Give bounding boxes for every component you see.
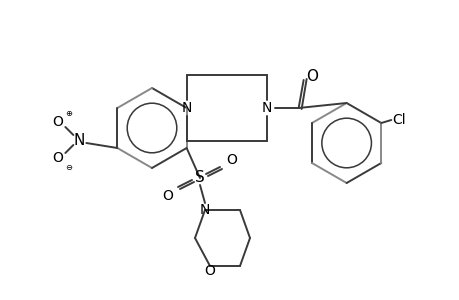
Text: N: N xyxy=(181,101,191,115)
Text: O: O xyxy=(305,68,317,83)
Text: O: O xyxy=(204,264,215,278)
Text: S: S xyxy=(195,170,204,185)
Text: N: N xyxy=(73,133,85,148)
Text: N: N xyxy=(261,101,271,115)
Text: O: O xyxy=(226,153,237,167)
Text: ⊖: ⊖ xyxy=(65,163,72,172)
Text: ⊕: ⊕ xyxy=(65,109,72,118)
Text: O: O xyxy=(52,115,63,129)
Text: O: O xyxy=(162,189,173,203)
Text: Cl: Cl xyxy=(392,113,405,127)
Text: N: N xyxy=(199,203,210,217)
Text: O: O xyxy=(52,151,63,165)
